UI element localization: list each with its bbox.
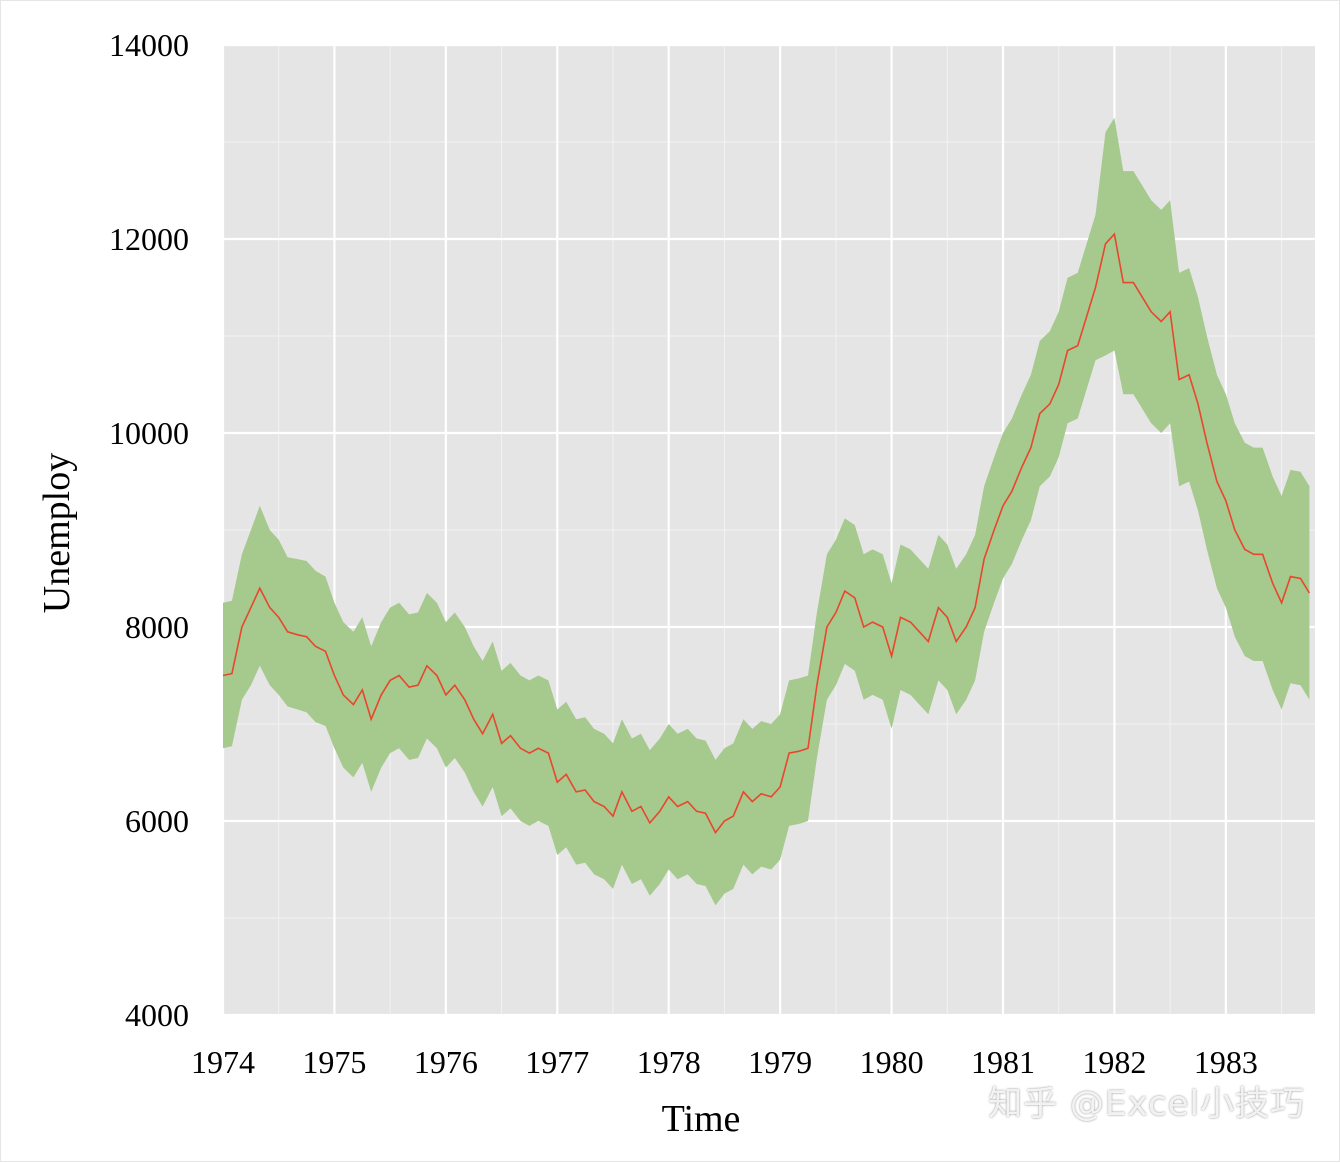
y-axis-title: Unemploy xyxy=(36,453,78,613)
y-tick-label: 10000 xyxy=(109,415,189,451)
x-tick-label: 1983 xyxy=(1194,1044,1258,1080)
x-tick-label: 1979 xyxy=(748,1044,812,1080)
y-tick-label: 4000 xyxy=(125,997,189,1033)
x-tick-label: 1977 xyxy=(525,1044,589,1080)
x-tick-label: 1981 xyxy=(971,1044,1035,1080)
y-tick-label: 8000 xyxy=(125,609,189,645)
y-tick-label: 6000 xyxy=(125,803,189,839)
y-axis-ticks: 4000 6000 8000 10000 12000 14000 xyxy=(109,27,189,1033)
watermark: 知乎 @Excel小技巧 xyxy=(988,1084,1305,1124)
y-tick-label: 14000 xyxy=(109,27,189,63)
y-tick-label: 12000 xyxy=(109,221,189,257)
x-tick-label: 1975 xyxy=(302,1044,366,1080)
x-tick-label: 1978 xyxy=(637,1044,701,1080)
x-tick-label: 1982 xyxy=(1082,1044,1146,1080)
confidence-band xyxy=(223,117,1310,906)
x-axis-ticks: 1974 1975 1976 1977 1978 1979 1980 1981 1982 1983 xyxy=(191,1044,1258,1080)
series-line xyxy=(222,232,1311,835)
x-tick-label: 1976 xyxy=(414,1044,478,1080)
x-tick-label: 1974 xyxy=(191,1044,255,1080)
x-axis-title: Time xyxy=(662,1098,741,1140)
x-tick-label: 1980 xyxy=(860,1044,924,1080)
